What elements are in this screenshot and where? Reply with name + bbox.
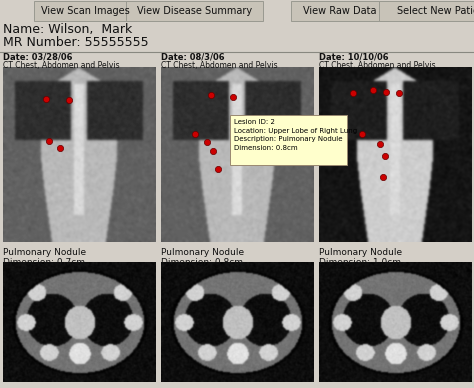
- Text: Name: Wilson,  Mark: Name: Wilson, Mark: [3, 23, 132, 36]
- Text: Date: 10/10/06: Date: 10/10/06: [319, 53, 389, 62]
- Text: Pulmonary Nodule: Pulmonary Nodule: [319, 248, 402, 257]
- FancyBboxPatch shape: [34, 1, 136, 21]
- Text: Dimension: 0.7cm: Dimension: 0.7cm: [3, 258, 85, 267]
- FancyBboxPatch shape: [127, 1, 264, 21]
- Text: Dimension: 0.8cm: Dimension: 0.8cm: [161, 258, 243, 267]
- Text: View Scan Images: View Scan Images: [41, 6, 129, 16]
- FancyBboxPatch shape: [292, 1, 389, 21]
- Text: CT Chest, Abdomen and Pelvis: CT Chest, Abdomen and Pelvis: [161, 61, 278, 70]
- FancyBboxPatch shape: [230, 115, 347, 165]
- Text: View Raw Data: View Raw Data: [303, 6, 377, 16]
- Text: Select New Patient: Select New Patient: [397, 6, 474, 16]
- Text: CT Chest, Abdomen and Pelvis: CT Chest, Abdomen and Pelvis: [3, 61, 119, 70]
- Text: Date: 03/28/06: Date: 03/28/06: [3, 53, 73, 62]
- Text: Pulmonary Nodule: Pulmonary Nodule: [3, 248, 86, 257]
- Text: MR Number: 55555555: MR Number: 55555555: [3, 36, 149, 49]
- Text: CT Chest, Abdomen and Pelvis: CT Chest, Abdomen and Pelvis: [319, 61, 436, 70]
- Text: Pulmonary Nodule: Pulmonary Nodule: [161, 248, 244, 257]
- FancyBboxPatch shape: [380, 1, 474, 21]
- Text: Date: 08/3/06: Date: 08/3/06: [161, 53, 225, 62]
- Text: View Disease Summary: View Disease Summary: [137, 6, 253, 16]
- Text: Lesion ID: 2
Location: Upper Lobe of Right Lung
Description: Pulmonary Nodule
Di: Lesion ID: 2 Location: Upper Lobe of Rig…: [234, 119, 357, 151]
- Text: Dimension: 1.0cm: Dimension: 1.0cm: [319, 258, 401, 267]
